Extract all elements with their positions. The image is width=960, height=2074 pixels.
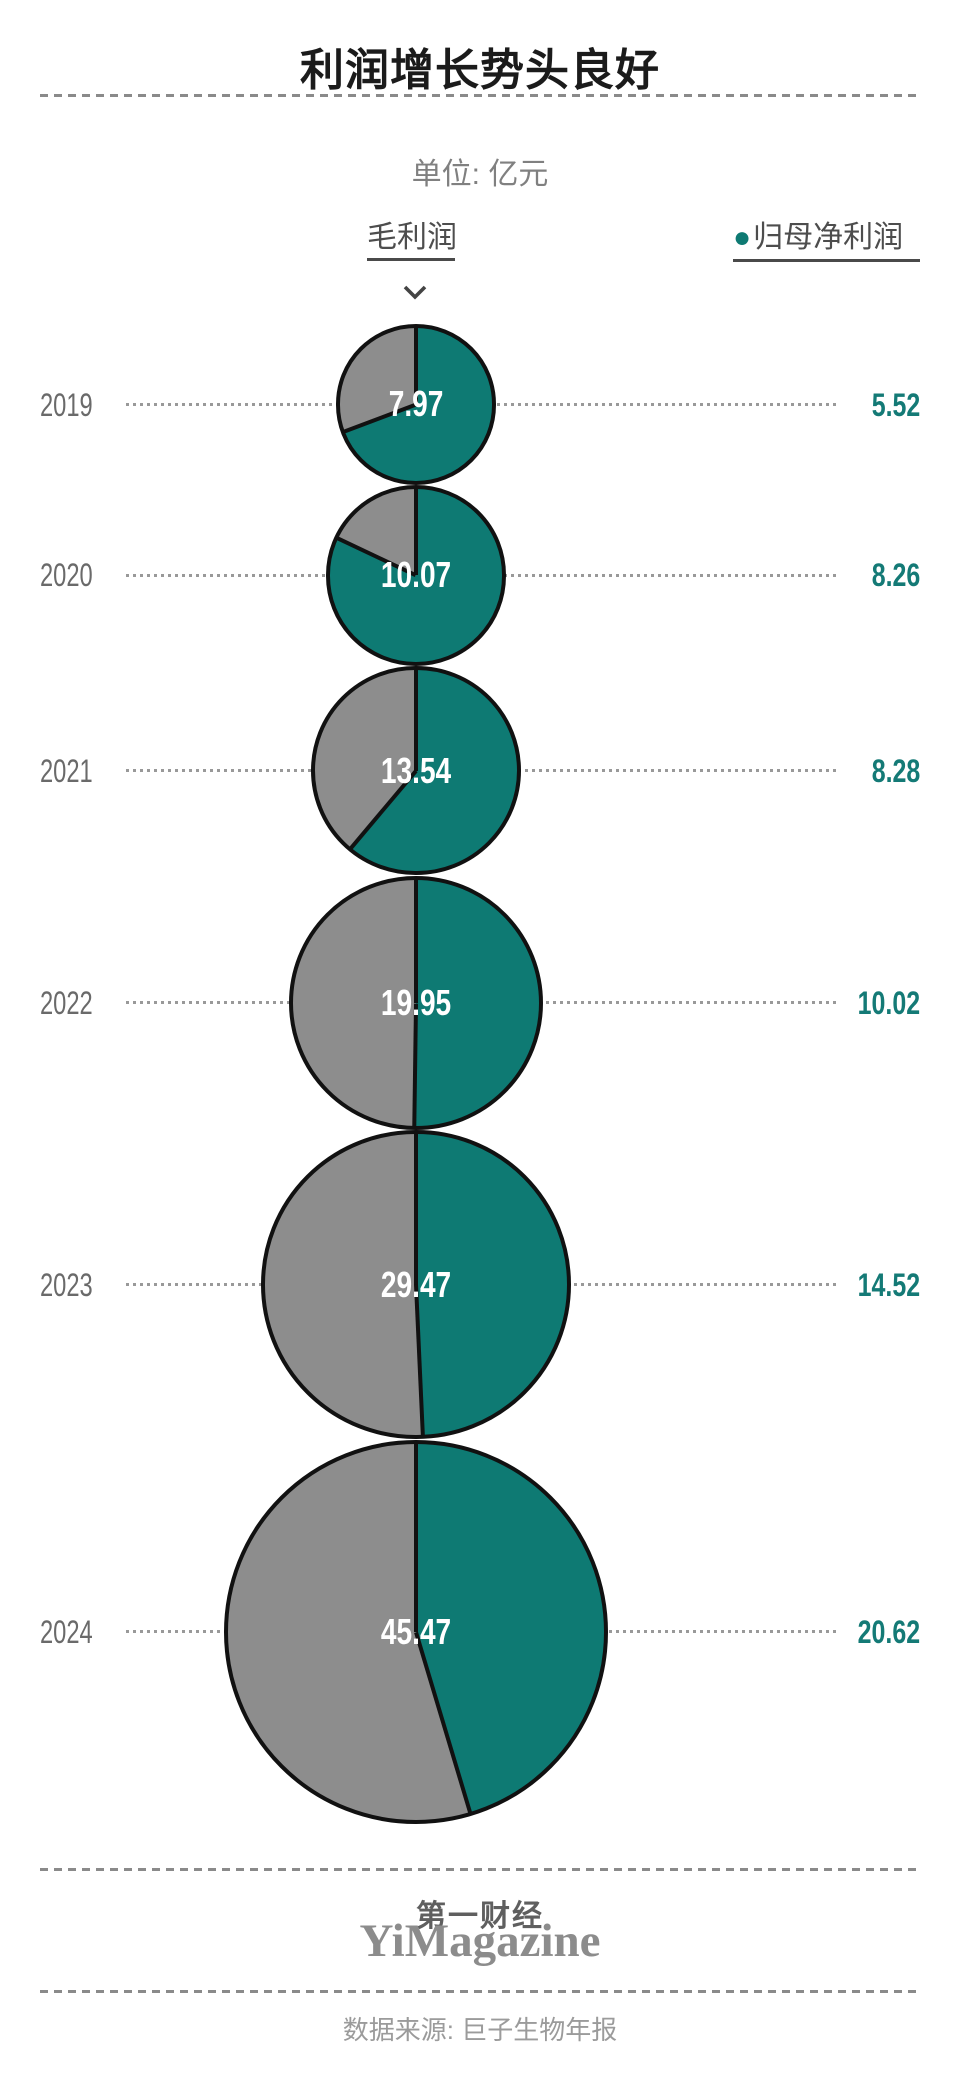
slice-boundary-line [413, 1134, 418, 1285]
net-profit-value: 20.62 [857, 1613, 920, 1650]
gross-profit-value: 19.95 [380, 981, 452, 1023]
pie-2019: 7.97 [335, 324, 497, 485]
slice-boundary-line [413, 327, 418, 405]
brand-chinese: 第一财经 [416, 1900, 544, 1933]
year-label: 2024 [40, 1613, 93, 1650]
unit-label: 单位: 亿元 [411, 158, 549, 191]
legend-net-underline [733, 259, 920, 262]
pie-2021: 13.54 [311, 665, 521, 876]
year-label: 2020 [40, 557, 93, 594]
legend-gross-label: 毛利润 [367, 221, 457, 254]
net-profit-value: 14.52 [857, 1266, 920, 1303]
year-label: 2022 [40, 984, 93, 1021]
slice-boundary-line [413, 669, 418, 771]
slice-boundary-line [413, 1284, 425, 1436]
pie-2022: 19.95 [288, 875, 544, 1131]
gross-profit-value: 13.54 [380, 749, 452, 791]
net-profit-value: 10.02 [857, 984, 920, 1021]
year-label: 2023 [40, 1266, 93, 1303]
footer-divider-top [40, 1868, 920, 1871]
legend-net: ●归母净利润 [733, 212, 903, 256]
page-title: 利润增长势头良好 [300, 46, 660, 95]
gross-profit-value: 10.07 [380, 554, 452, 596]
net-profit-value: 8.26 [871, 557, 920, 594]
source-note: 数据来源: 巨子生物年报 [342, 2015, 618, 2045]
net-profit-value: 8.28 [871, 752, 920, 789]
gross-profit-value: 29.47 [380, 1263, 452, 1305]
chevron-down-icon [403, 285, 427, 300]
slice-boundary-line [413, 1443, 418, 1632]
gross-profit-value: 45.47 [380, 1610, 452, 1652]
legend-dot-icon: ● [733, 221, 752, 254]
legend-gross-underline [367, 258, 455, 261]
legend-net-label: 归母净利润 [753, 221, 904, 254]
pie-2024: 45.47 [223, 1439, 609, 1824]
pie-2020: 10.07 [325, 484, 507, 666]
brand-english: YiMagazine [359, 1915, 601, 1967]
footer-divider-bottom [40, 1990, 920, 1993]
year-label: 2019 [40, 386, 93, 423]
gross-profit-value: 7.97 [388, 383, 444, 425]
slice-boundary-line [414, 488, 419, 576]
year-label: 2021 [40, 752, 93, 789]
slice-boundary-line [413, 879, 418, 1003]
pie-2023: 29.47 [261, 1130, 571, 1440]
net-profit-value: 5.52 [871, 386, 920, 423]
header-divider [40, 94, 920, 97]
slice-boundary-line [414, 1631, 472, 1813]
